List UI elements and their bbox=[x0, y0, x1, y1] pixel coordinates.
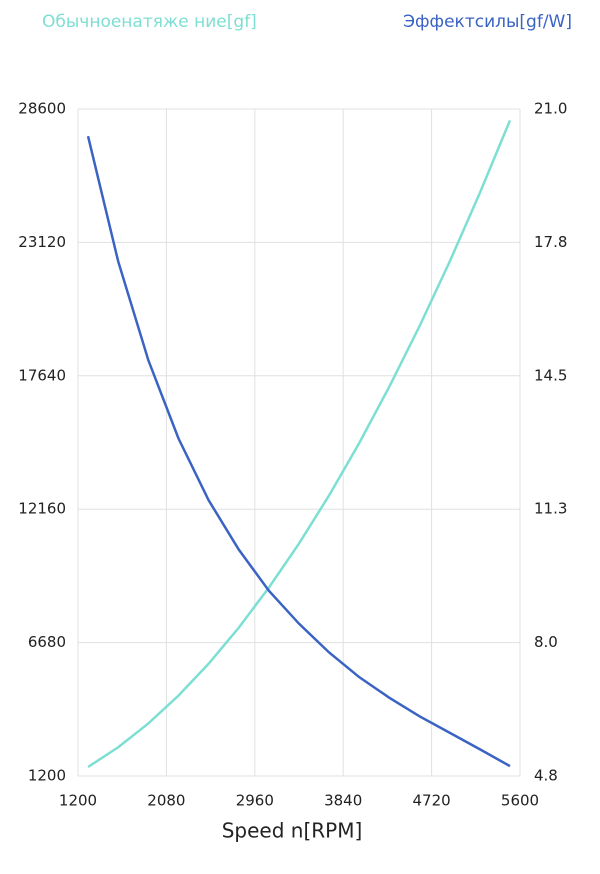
x-tick-label: 1200 bbox=[59, 792, 97, 810]
y-tick-label: 1200 bbox=[28, 767, 66, 785]
right-axis-title: Эффектсилы[gf/W] bbox=[403, 12, 572, 32]
y2-tick-label: 11.3 bbox=[534, 500, 567, 518]
x-axis-label: Speed n[RPM] bbox=[222, 819, 363, 843]
x-tick-label: 2080 bbox=[147, 792, 185, 810]
series-line bbox=[86, 135, 511, 768]
y-tick-label: 23120 bbox=[18, 233, 66, 251]
y2-tick-label: 4.8 bbox=[534, 767, 558, 785]
x-tick-label: 2960 bbox=[236, 792, 274, 810]
x-tick-label: 4720 bbox=[413, 792, 451, 810]
y2-tick-label: 21.0 bbox=[534, 100, 567, 118]
y-tick-label: 28600 bbox=[18, 100, 66, 118]
x-tick-label: 5600 bbox=[501, 792, 539, 810]
y-tick-label: 12160 bbox=[18, 500, 66, 518]
y2-tick-label: 17.8 bbox=[534, 233, 567, 251]
y2-tick-label: 8.0 bbox=[534, 633, 558, 651]
series-line bbox=[87, 119, 512, 769]
x-tick-label: 3840 bbox=[324, 792, 362, 810]
y-tick-label: 6680 bbox=[28, 633, 66, 651]
y2-tick-label: 14.5 bbox=[534, 366, 567, 384]
y-tick-label: 17640 bbox=[18, 366, 66, 384]
left-axis-title: Обычноенатяже ние[gf] bbox=[42, 12, 257, 32]
